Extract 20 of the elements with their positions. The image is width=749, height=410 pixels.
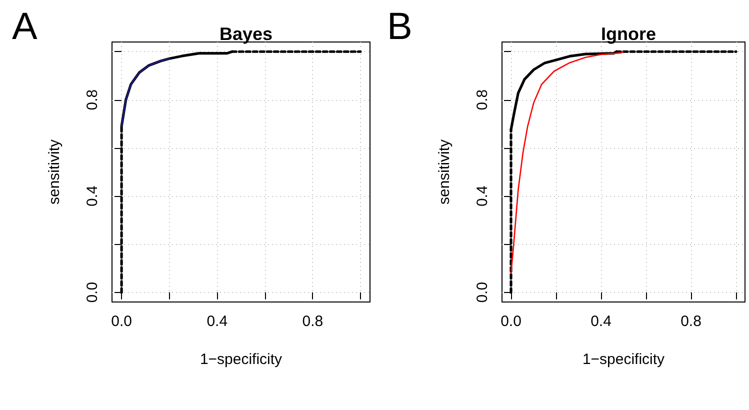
x-tick-label: 0.0 (500, 313, 522, 330)
x-tick-label: 0.8 (302, 313, 324, 330)
y-tick-label: 0.4 (474, 186, 491, 207)
x-axis-title: 1−specificity (200, 351, 283, 368)
y-axis-title: sensitivity (436, 139, 453, 205)
x-tick-label: 0.4 (590, 313, 612, 330)
y-axis-title: sensitivity (46, 139, 63, 205)
x-tick-label: 0.8 (680, 313, 702, 330)
y-tick-label: 0.0 (84, 282, 101, 303)
chart-title: Ignore (600, 24, 656, 44)
y-tick-label: 0.8 (474, 89, 491, 110)
x-tick-label: 0.0 (111, 313, 132, 330)
y-tick-label: 0.0 (474, 282, 491, 303)
y-tick-label: 0.8 (84, 89, 101, 110)
chart-title: Bayes (219, 24, 273, 44)
x-axis-title: 1−specificity (582, 351, 666, 368)
y-tick-label: 0.4 (84, 186, 101, 207)
x-tick-label: 0.4 (206, 313, 228, 330)
text: B (387, 6, 412, 48)
text: A (12, 6, 38, 48)
